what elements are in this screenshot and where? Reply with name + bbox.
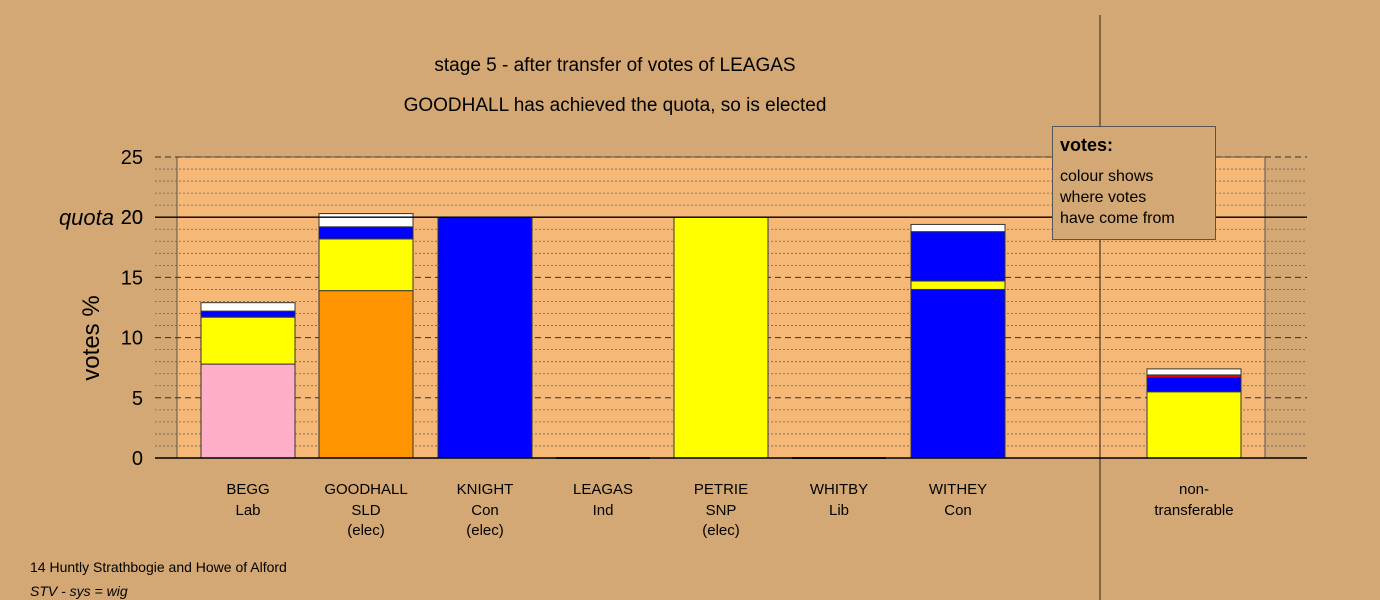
y-tick-label: 0: [132, 448, 143, 470]
category-name: non-: [1179, 481, 1209, 498]
y-tick-label: 5: [132, 388, 143, 410]
bar-segment: [200, 310, 296, 318]
footer-constituency: 14 Huntly Strathbogie and Howe of Alford: [30, 559, 287, 575]
footer-system: STV - sys = wig: [30, 583, 128, 599]
legend: votes: colour shows where votes have com…: [1052, 126, 1216, 240]
category-party: Con: [944, 502, 972, 519]
legend-line-2: where votes: [1060, 189, 1147, 206]
chart-subtitle: GOODHALL has achieved the quota, so is e…: [404, 95, 827, 116]
legend-title: votes:: [1060, 135, 1114, 155]
bar-segment: [318, 290, 414, 459]
y-tick-label: 20: [121, 207, 143, 229]
bar-segment: [200, 316, 296, 365]
y-tick-label: 10: [121, 328, 143, 350]
category-status: (elec): [466, 522, 504, 539]
bar-segment: [910, 231, 1006, 282]
legend-line-3: have come from: [1060, 210, 1175, 227]
y-axis-label: votes %: [78, 295, 105, 380]
category-name: PETRIE: [694, 481, 748, 498]
y-tick-label: 25: [121, 147, 143, 169]
bar-segment: [910, 223, 1006, 233]
category-name: KNIGHT: [457, 481, 514, 498]
bar-segment: [910, 288, 1006, 459]
category-name: LEAGAS: [573, 481, 633, 498]
bar-segment: [318, 238, 414, 292]
bar-segment: [437, 216, 533, 459]
bar-segment: [318, 213, 414, 228]
bar-segment: [1146, 368, 1242, 376]
bar-segment: [910, 280, 1006, 290]
category-name: WHITBY: [810, 481, 868, 498]
bar-segment: [318, 226, 414, 240]
category-party: Lib: [829, 502, 849, 519]
category-name: BEGG: [226, 481, 269, 498]
legend-line-1: colour shows: [1060, 168, 1154, 185]
bar-segment: [200, 363, 296, 459]
category-party: Con: [471, 502, 499, 519]
category-name: GOODHALL: [324, 481, 407, 498]
bar-segment: [200, 302, 296, 312]
category-status: (elec): [702, 522, 740, 539]
category-party: SNP: [706, 502, 737, 519]
category-status: (elec): [347, 522, 385, 539]
bar-segment: [1146, 376, 1242, 393]
bar-segment: [1146, 391, 1242, 459]
y-tick-label: 15: [121, 267, 143, 289]
category-party: Ind: [593, 502, 614, 519]
bar-segment: [673, 216, 769, 459]
category-party: SLD: [351, 502, 380, 519]
quota-tick-label: 20: [121, 207, 143, 229]
category-name: WITHEY: [929, 481, 987, 498]
category-party: Lab: [235, 502, 260, 519]
category-party: transferable: [1154, 502, 1233, 519]
quota-label: quota: [59, 205, 114, 230]
chart-title: stage 5 - after transfer of votes of LEA…: [434, 55, 795, 76]
